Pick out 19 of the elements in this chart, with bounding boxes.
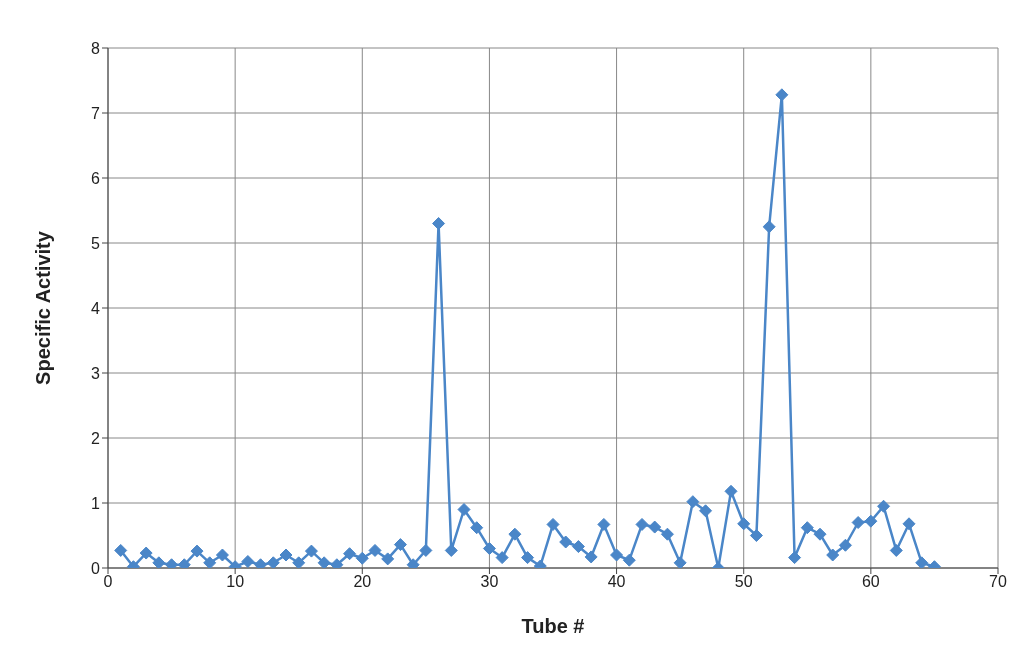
x-axis-title: Tube # (521, 615, 585, 637)
y-tick-label: 3 (91, 364, 101, 382)
y-axis-title: Specific Activity (32, 230, 55, 385)
x-tick-label: 10 (226, 573, 245, 591)
y-tick-label: 5 (91, 234, 101, 252)
y-tick-label: 0 (91, 559, 101, 577)
y-tick-label: 6 (91, 169, 101, 187)
x-tick-label: 50 (734, 573, 753, 591)
y-tick-label: 1 (91, 494, 101, 512)
x-tick-label: 20 (353, 573, 372, 591)
y-tick-label: 4 (91, 299, 101, 317)
y-tick-label: 2 (91, 429, 101, 447)
y-tick-label: 7 (91, 104, 101, 122)
x-tick-label: 70 (989, 573, 1007, 591)
y-tick-label: 8 (91, 39, 101, 57)
x-tick-label: 0 (103, 573, 113, 591)
x-tick-label: 40 (607, 573, 626, 591)
x-tick-label: 30 (480, 573, 499, 591)
x-tick-label: 60 (861, 573, 880, 591)
